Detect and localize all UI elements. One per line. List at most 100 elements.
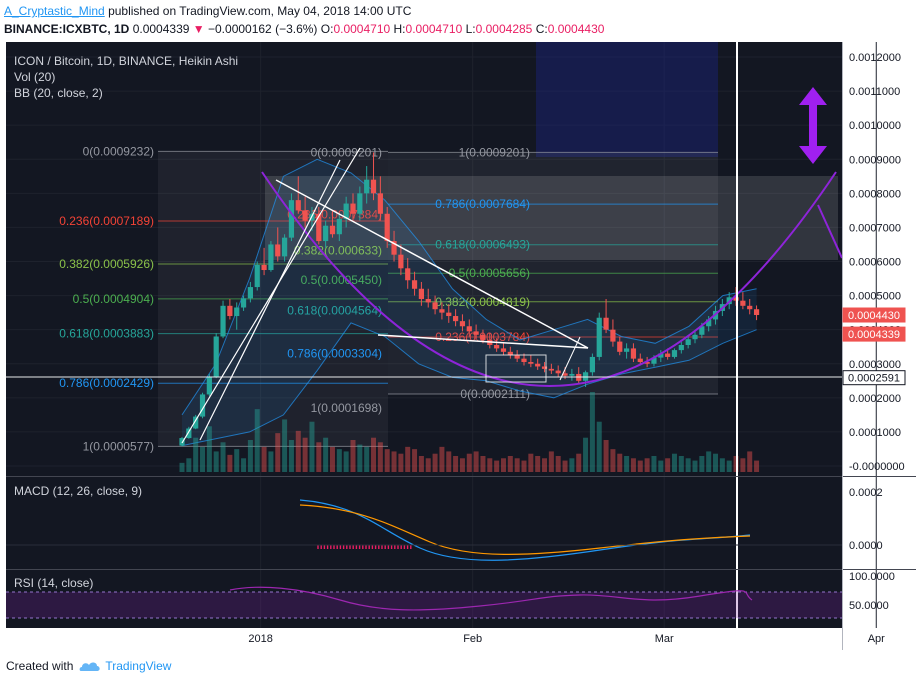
volume-bar-11	[254, 409, 260, 472]
down-arrow-icon: ▼	[192, 22, 205, 36]
candle-body-65	[624, 348, 630, 352]
candle-body-52	[535, 363, 541, 367]
time-axis[interactable]: 2018FebMarApr2018-04-30	[248, 630, 916, 647]
publish-line: A_Cryptastic_Mind published on TradingVi…	[4, 4, 411, 18]
volume-bar-62	[603, 440, 609, 472]
price-tick-10: 0.0002000	[849, 393, 901, 405]
volume-bar-22	[329, 446, 335, 472]
price-tick-9: 0.0003000	[849, 359, 901, 371]
candle-body-68	[644, 362, 650, 364]
price-tick-1: 0.0011000	[849, 86, 900, 98]
high-label: H:	[393, 22, 406, 36]
candle-body-5	[213, 336, 219, 377]
price-tag-text-0: 0.0004430	[848, 310, 900, 322]
candle-body-48	[507, 351, 513, 356]
candle-body-13	[268, 244, 274, 271]
candle-body-70	[658, 353, 664, 358]
volume-bar-34	[412, 449, 418, 472]
volume-bar-82	[740, 458, 746, 472]
volume-bar-66	[630, 458, 636, 472]
volume-bar-52	[535, 456, 541, 472]
volume-bar-5	[213, 451, 219, 472]
candle-body-67	[637, 358, 643, 363]
candle-body-57	[569, 373, 575, 376]
time-axis-bg	[6, 628, 916, 650]
volume-bar-59	[583, 437, 589, 472]
candle-body-15	[282, 237, 288, 257]
candle-body-42	[466, 326, 472, 332]
time-tick-3: Apr	[868, 633, 885, 645]
candle-body-44	[480, 334, 486, 340]
volume-bar-24	[343, 451, 349, 472]
bb-legend: BB (20, close, 2)	[14, 86, 103, 100]
close-label: C:	[535, 22, 548, 36]
candle-body-36	[425, 298, 431, 303]
tradingview-brand[interactable]: TradingView	[79, 659, 171, 673]
volume-bar-67	[637, 460, 643, 472]
candle-body-14	[275, 244, 281, 257]
open-value: 0.0004710	[333, 22, 391, 36]
price-tick-0: 0.0012000	[849, 52, 901, 64]
volume-bar-13	[268, 451, 274, 472]
candle-body-71	[665, 353, 671, 357]
candle-body-2	[193, 416, 199, 429]
candle-body-3	[199, 394, 206, 417]
highlight-zone	[536, 42, 718, 157]
macd-legend: MACD (12, 26, close, 9)	[14, 484, 142, 498]
candle-body-23	[336, 218, 342, 235]
price-tags: 0.0004430 0.0004339 0.0002591	[842, 307, 906, 386]
chart-canvas[interactable]: 0(0.0009232) 0.236(0.0007189) 0.382(0.0005…	[0, 40, 916, 652]
volume-bar-8	[234, 449, 240, 472]
fib-left-label-1: 0.236(0.0007189)	[59, 214, 154, 228]
volume-bar-73	[678, 456, 684, 472]
candle-body-84	[753, 309, 760, 316]
candle-body-75	[692, 334, 698, 340]
fib-left-label-2: 0.382(0.0005926)	[59, 257, 154, 271]
quote-line: BINANCE:ICXBTC, 1D 0.0004339 ▼ −0.000016…	[4, 22, 604, 36]
volume-bar-65	[624, 456, 630, 472]
volume-bar-1	[186, 458, 192, 472]
cup-curve	[261, 171, 837, 387]
volume-bar-47	[500, 458, 506, 472]
volume-bar-75	[692, 460, 698, 472]
volume-bar-17	[295, 430, 301, 472]
candle-body-66	[630, 348, 637, 359]
candle-body-33	[405, 268, 411, 281]
volume-bar-51	[528, 453, 534, 472]
fib-right-label-2: 0.618(0.0006493)	[435, 238, 530, 252]
candle-body-60	[589, 356, 595, 373]
author-link[interactable]: A_Cryptastic_Mind	[4, 4, 105, 18]
low-label: L:	[465, 22, 476, 36]
volume-bar-63	[610, 449, 616, 472]
volume-bar-56	[562, 460, 568, 472]
candle-body-46	[494, 345, 500, 349]
volume-bar-60	[589, 392, 595, 472]
fib-mid-label-2: 0.382(0.000633)	[294, 243, 382, 257]
volume-bar-3	[200, 446, 206, 472]
symbol-label: BINANCE:ICXBTC, 1D	[4, 22, 130, 36]
candle-body-27	[364, 179, 370, 194]
fib-right-label-4: 0.382(0.0004819)	[435, 295, 530, 309]
trendline-upper-1	[181, 147, 361, 444]
close-value: 0.0004430	[547, 22, 605, 36]
volume-bar-61	[596, 421, 602, 472]
volume-bar-21	[323, 437, 329, 472]
candle-body-0	[179, 438, 185, 446]
volume-bar-40	[453, 456, 459, 472]
candle-body-10	[247, 287, 253, 299]
fib-mid-label-6: 1(0.0001698)	[311, 401, 382, 415]
volume-bar-14	[275, 433, 281, 472]
price-tag-text-1: 0.0004339	[848, 329, 900, 341]
volume-bar-35	[418, 456, 424, 472]
volume-bar-58	[576, 453, 582, 472]
fib-right-label-1: 0.786(0.0007684)	[435, 197, 530, 211]
last-price: 0.0004339	[132, 22, 190, 36]
candle-body-39	[446, 312, 452, 317]
price-tag-bg-2	[842, 370, 906, 386]
candle-body-37	[432, 302, 438, 310]
candle-body-17	[295, 200, 301, 211]
volume-bar-16	[288, 440, 294, 472]
volume-bar-10	[247, 440, 253, 472]
volume-bar-7	[227, 454, 233, 472]
candle-body-22	[329, 225, 336, 235]
